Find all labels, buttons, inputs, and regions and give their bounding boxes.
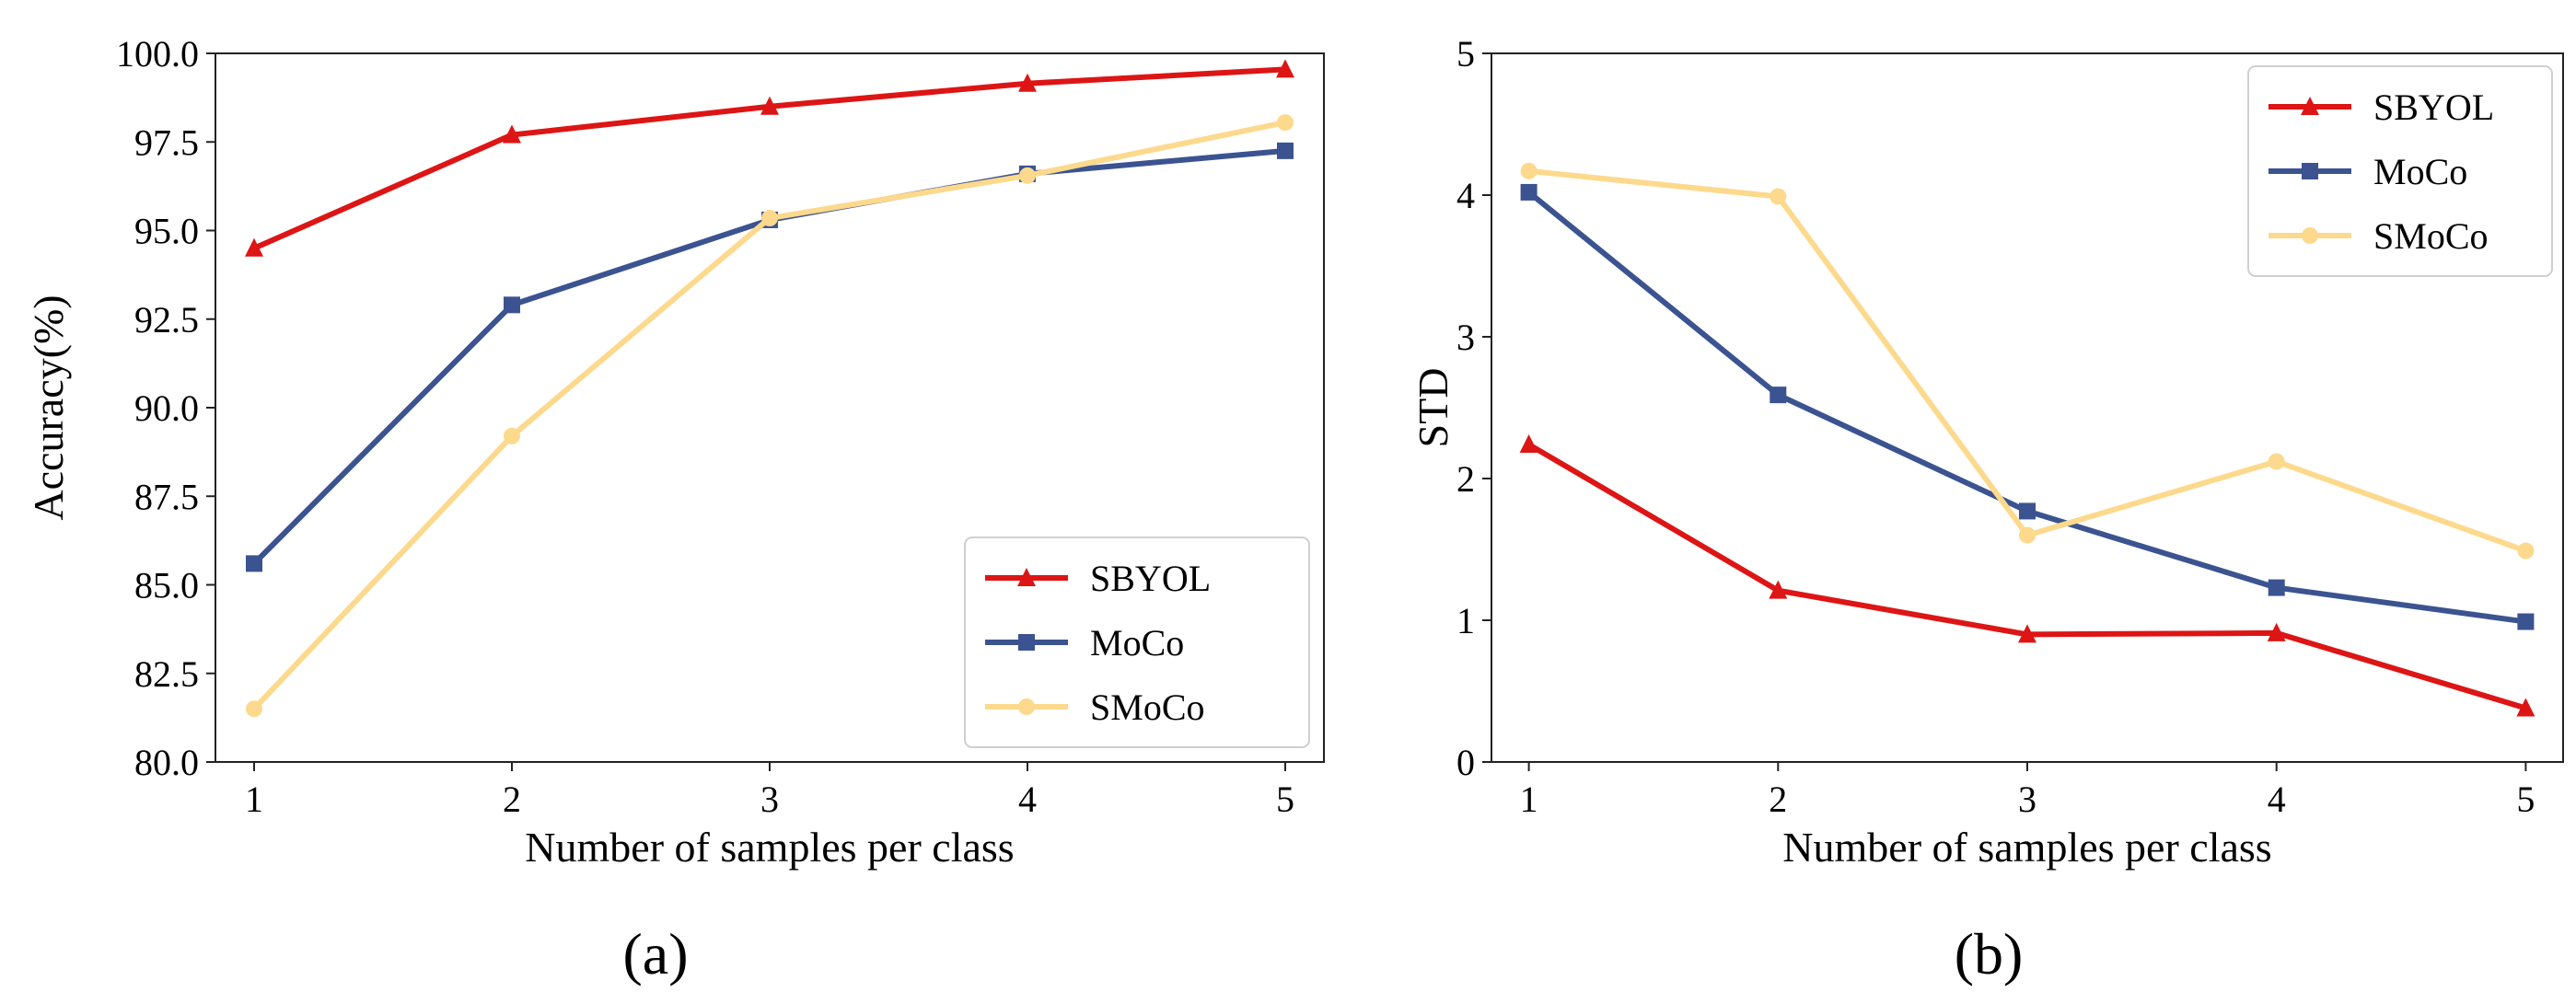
x-tick-label: 4 (1018, 779, 1037, 820)
data-point-sbyol (503, 124, 521, 144)
legend-box (964, 537, 1310, 748)
legend-label-moco: MoCo (2373, 151, 2467, 192)
data-point-moco (504, 296, 520, 314)
data-point-smoco (246, 700, 262, 718)
data-point-sbyol (245, 237, 263, 257)
legend: SBYOL MoCo SMoCo (964, 537, 1310, 748)
data-point-smoco (1277, 114, 1294, 132)
data-point-moco (246, 555, 262, 572)
y-tick-label: 87.5 (134, 476, 199, 517)
chart-panel-b: 0 1 2 3 4 5 1 2 3 4 5 Number of samples per class ST… (1410, 33, 2564, 987)
x-tick-label: 2 (1769, 779, 1787, 820)
x-tick-label: 1 (1520, 779, 1538, 820)
data-point-smoco (504, 427, 520, 444)
legend-label-sbyol: SBYOL (1090, 558, 1211, 599)
legend-marker-moco (2302, 163, 2318, 179)
data-point-smoco (2517, 542, 2535, 560)
y-tick-label: 4 (1456, 175, 1475, 216)
data-point-sbyol (2018, 624, 2036, 643)
y-tick-label: 0 (1456, 742, 1475, 783)
x-axis-label: Number of samples per class (1782, 824, 2271, 871)
x-tick-label: 4 (2268, 779, 2286, 820)
data-point-sbyol (1769, 580, 1788, 599)
y-tick-label: 100.0 (116, 33, 199, 75)
y-axis-label: Accuracy(%) (25, 294, 72, 520)
data-point-moco (2517, 613, 2535, 630)
legend-marker-sbyol (2301, 97, 2319, 115)
x-tick-label: 2 (503, 779, 521, 820)
y-tick-label: 92.5 (134, 299, 199, 340)
x-tick-label: 5 (1276, 779, 1294, 820)
data-point-sbyol (1018, 73, 1037, 92)
panel-label: (a) (622, 921, 688, 987)
x-tick-label: 3 (2018, 779, 2036, 820)
y-tick-label: 80.0 (134, 742, 199, 783)
data-point-sbyol (1519, 434, 1538, 454)
y-tick-label: 82.5 (134, 653, 199, 695)
legend-marker-smoco (2302, 227, 2318, 244)
y-tick-label: 3 (1456, 317, 1475, 358)
y-tick-label: 5 (1456, 33, 1475, 75)
x-tick-label: 1 (245, 779, 263, 820)
data-point-smoco (1770, 188, 1787, 205)
y-tick-label: 2 (1456, 458, 1475, 500)
y-tick-label: 97.5 (134, 121, 199, 163)
data-point-sbyol (2516, 698, 2535, 717)
data-point-smoco (2019, 526, 2036, 544)
y-tick-label: 90.0 (134, 387, 199, 429)
chart-panel-a: 80.0 82.5 85.0 87.5 90.0 92.5 95.0 97.5 100.0 1 2 3… (25, 33, 1325, 987)
data-point-moco (1520, 183, 1537, 201)
series-line-sbyol (1527, 442, 2527, 711)
legend: SBYOL MoCo SMoCo (2247, 65, 2553, 277)
x-tick-label: 5 (2516, 779, 2535, 820)
legend-marker-smoco (1018, 698, 1035, 715)
data-point-moco (2019, 502, 2036, 520)
legend-marker-sbyol (1017, 568, 1036, 586)
data-point-sbyol (1276, 59, 1294, 78)
data-point-moco (2268, 579, 2285, 596)
panel-label: (b) (1955, 921, 2024, 987)
y-tick-label: 85.0 (134, 565, 199, 606)
data-point-moco (1277, 142, 1294, 159)
data-point-smoco (1019, 167, 1036, 184)
data-point-smoco (2268, 453, 2285, 470)
data-point-smoco (761, 210, 778, 227)
legend-label-sbyol: SBYOL (2373, 87, 2494, 128)
data-point-smoco (1520, 162, 1537, 179)
y-tick-label: 1 (1456, 600, 1475, 641)
legend-label-smoco: SMoCo (2373, 215, 2489, 257)
y-tick-label: 95.0 (134, 211, 199, 252)
y-axis-label: STD (1410, 368, 1456, 448)
legend-label-smoco: SMoCo (1090, 687, 1205, 728)
x-axis-label: Number of samples per class (525, 824, 1014, 871)
data-point-moco (1770, 387, 1787, 404)
legend-box (2247, 65, 2553, 277)
data-point-sbyol (2267, 622, 2286, 641)
legend-marker-moco (1018, 634, 1035, 651)
x-tick-label: 3 (760, 779, 779, 820)
legend-label-moco: MoCo (1090, 622, 1184, 664)
data-point-sbyol (760, 96, 779, 115)
